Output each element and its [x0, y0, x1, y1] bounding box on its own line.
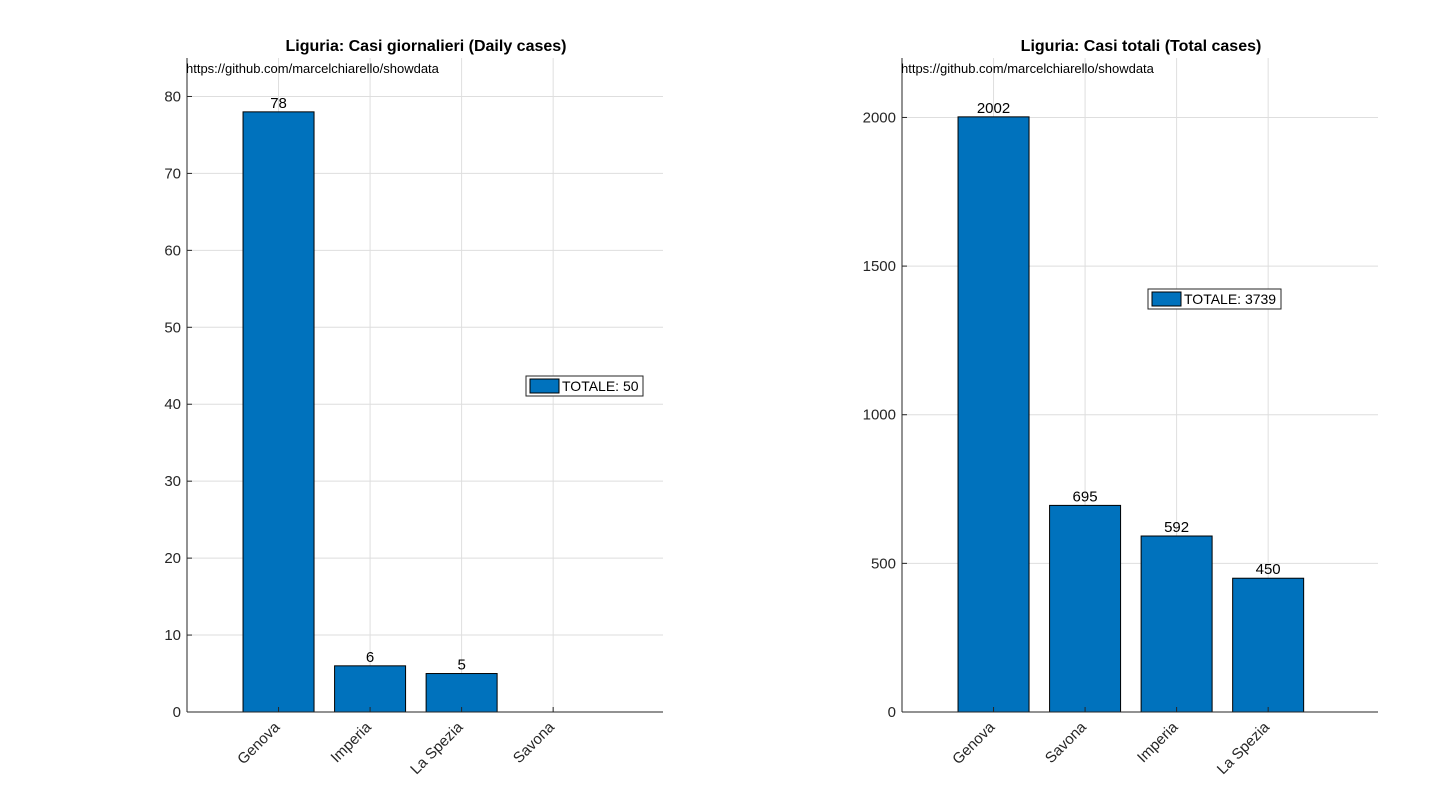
- y-tick-label: 50: [164, 319, 181, 336]
- legend-label: TOTALE: 50: [562, 378, 639, 394]
- data-label: 695: [1073, 488, 1098, 505]
- bar-genova: [957, 116, 1030, 713]
- bar-imperia: [334, 665, 407, 713]
- x-tick-label: Genova: [949, 718, 999, 768]
- legend-swatch: [529, 378, 560, 394]
- data-label: 78: [270, 95, 287, 112]
- x-tick-label: Imperia: [328, 718, 376, 766]
- x-tick-label: Savona: [1042, 718, 1090, 766]
- y-tick-label: 30: [164, 473, 181, 490]
- y-tick-label: 500: [871, 555, 896, 572]
- legend-label: TOTALE: 3739: [1184, 291, 1276, 307]
- y-tick-label: 60: [164, 242, 181, 259]
- x-tick-label: Genova: [234, 718, 284, 768]
- source-annotation: https://github.com/marcelchiarello/showd…: [186, 61, 440, 76]
- bar-la-spezia: [1232, 577, 1305, 713]
- x-tick-label: La Spezia: [1214, 718, 1274, 778]
- y-tick-label: 70: [164, 165, 181, 182]
- bar-la-spezia: [425, 673, 498, 713]
- y-tick-label: 20: [164, 550, 181, 567]
- y-tick-label: 40: [164, 396, 181, 413]
- legend-swatch: [1151, 291, 1182, 307]
- y-tick-label: 10: [164, 627, 181, 644]
- x-tick-label: Savona: [510, 718, 558, 766]
- data-label: 450: [1256, 561, 1281, 578]
- bar-imperia: [1140, 535, 1213, 713]
- chart-title: Liguria: Casi giornalieri (Daily cases): [286, 38, 567, 55]
- data-label: 2002: [977, 100, 1010, 117]
- y-tick-label: 1000: [863, 407, 896, 424]
- bar-savona: [1049, 504, 1122, 713]
- data-label: 6: [366, 649, 374, 666]
- bar-genova: [242, 111, 315, 713]
- data-label: 5: [457, 657, 465, 674]
- y-tick-label: 0: [173, 704, 181, 721]
- chart-title: Liguria: Casi totali (Total cases): [1021, 38, 1262, 55]
- total-cases-chart: 2002 695 592 450 0 500 1000 1500 2000 Genova Savon…: [863, 38, 1378, 778]
- y-tick-label: 0: [888, 704, 896, 721]
- data-label: 592: [1164, 519, 1189, 536]
- x-tick-label: La Spezia: [407, 718, 467, 778]
- y-tick-label: 2000: [863, 109, 896, 126]
- y-tick-label: 80: [164, 88, 181, 105]
- source-annotation: https://github.com/marcelchiarello/showd…: [901, 61, 1155, 76]
- y-tick-label: 1500: [863, 258, 896, 275]
- x-tick-label: Imperia: [1134, 718, 1182, 766]
